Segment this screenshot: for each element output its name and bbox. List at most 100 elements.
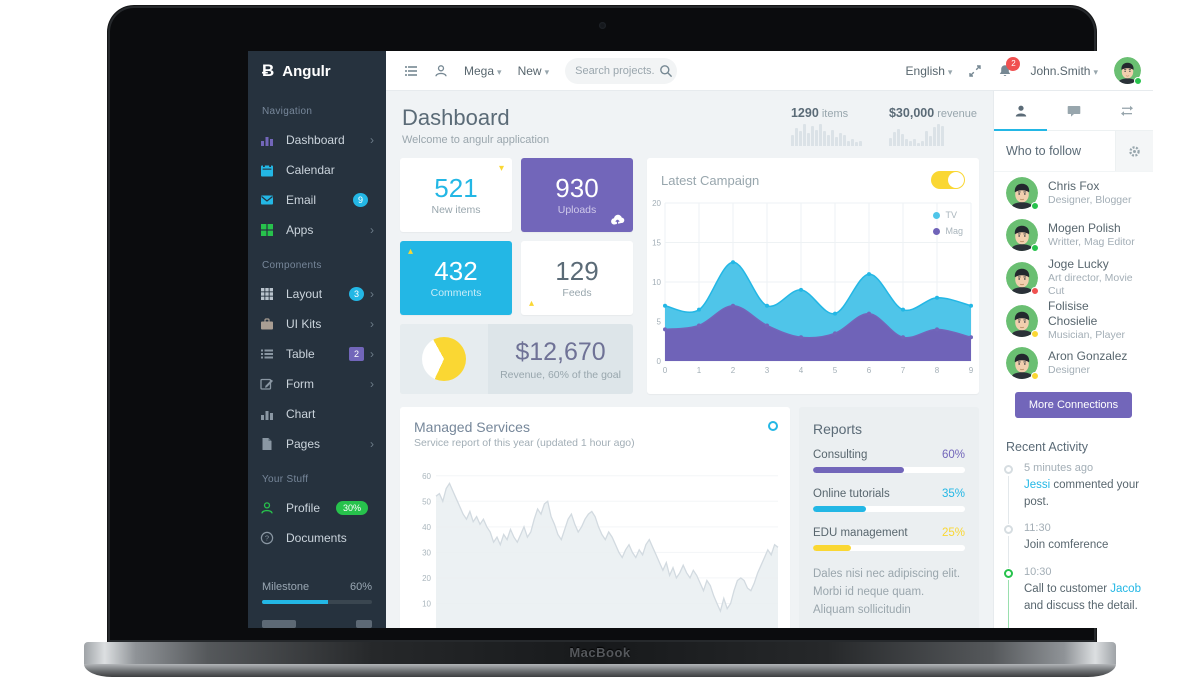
user-link[interactable]: Jacob	[1110, 583, 1141, 596]
sidebar-item-layout[interactable]: Layout 3 ›	[248, 279, 386, 309]
stat-card-feeds[interactable]: ▴ 129 Feeds	[521, 241, 633, 315]
item-label: UI Kits	[286, 317, 322, 331]
online-status-dot	[1134, 77, 1142, 85]
status-dot	[1031, 286, 1039, 295]
svg-text:0: 0	[657, 357, 662, 366]
managed-chart: 10 20 30 40 50 60	[414, 457, 780, 628]
mega-menu[interactable]: Mega ▾	[464, 63, 502, 78]
tv-legend-dot	[933, 211, 941, 219]
person-row[interactable]: Mogen Polish Writter, Mag Editor	[994, 214, 1153, 256]
app-logo[interactable]: Ƀ Angulr	[248, 51, 386, 91]
stat-revenue: $30,000 revenue	[888, 106, 977, 146]
campaign-chart: 0 5 10 15 20 0 1 2 3 4 5 6 7 8 9	[647, 193, 979, 381]
svg-text:40: 40	[422, 523, 431, 532]
revenue-pie-chart	[422, 337, 466, 381]
who-to-follow-header: Who to follow	[994, 131, 1153, 172]
sidebar-item-chart[interactable]: Chart	[248, 399, 386, 429]
sidebar-item-form[interactable]: Form ›	[248, 369, 386, 399]
user-outline-icon[interactable]	[434, 64, 448, 78]
item-label: Layout	[286, 287, 323, 301]
question-circle-icon: ?	[260, 531, 275, 545]
search-icon[interactable]	[659, 64, 673, 78]
sidebar-item-dashboard[interactable]: Dashboard ›	[248, 125, 386, 155]
item-label: Chart	[286, 407, 316, 421]
clipped-row	[262, 620, 372, 628]
caret-down-icon: ▾	[947, 66, 953, 77]
report-label: EDU management	[813, 527, 908, 539]
sidebar-item-documents[interactable]: ? Documents	[248, 523, 386, 553]
edit-icon	[260, 377, 275, 391]
person-avatar	[1006, 304, 1039, 338]
fullscreen-icon[interactable]	[968, 64, 982, 78]
tab-people[interactable]	[994, 91, 1047, 131]
managed-services-card: Managed Services Service report of this …	[400, 407, 790, 628]
campaign-toggle[interactable]	[931, 171, 965, 189]
person-row[interactable]: Joge Lucky Art director, Movie Cut	[994, 256, 1153, 299]
report-progress	[813, 467, 965, 473]
sidebar-item-email[interactable]: Email 9	[248, 185, 386, 215]
tab-exchange[interactable]	[1100, 91, 1153, 130]
revenue-label: Revenue, 60% of the goal	[500, 368, 621, 381]
managed-subtitle: Service report of this year (updated 1 h…	[414, 437, 635, 449]
sidebar-item-calendar[interactable]: Calendar	[248, 155, 386, 185]
stat-card-comments[interactable]: ▴ 432 Comments	[400, 241, 512, 315]
main-column: Mega▾ New▾ English▾ 2 John.Smith▾	[386, 51, 1153, 628]
more-connections-button[interactable]: More Connections	[1014, 392, 1133, 418]
revenue-sparkline	[888, 124, 977, 146]
stat-card-new-items[interactable]: ▾ 521 New items	[400, 158, 512, 232]
chevron-right-icon: ›	[370, 133, 374, 147]
chevron-right-icon: ›	[370, 223, 374, 237]
sidebar-item-ui-kits[interactable]: UI Kits ›	[248, 309, 386, 339]
milestone-progress	[262, 600, 372, 604]
person-row[interactable]: Chris Fox Designer, Blogger	[994, 172, 1153, 214]
circle-o-icon[interactable]	[768, 421, 778, 431]
timeline-dot	[1004, 525, 1013, 535]
caret-down-icon: ▾	[497, 66, 502, 77]
sidebar-item-pages[interactable]: Pages ›	[248, 429, 386, 459]
caret-down-icon: ▾	[498, 163, 504, 174]
svg-text:50: 50	[422, 497, 431, 506]
tab-chat[interactable]	[1047, 91, 1100, 130]
sidebar-item-table[interactable]: Table 2 ›	[248, 339, 386, 369]
user-link[interactable]: Jessi	[1024, 479, 1051, 491]
svg-text:?: ?	[265, 534, 269, 543]
user-avatar[interactable]	[1114, 57, 1142, 85]
item-label: Calendar	[286, 163, 335, 177]
svg-text:9: 9	[969, 366, 974, 375]
page-subtitle: Welcome to angulr application	[402, 134, 550, 146]
person-row[interactable]: Aron Gonzalez Designer	[994, 342, 1153, 384]
language-menu[interactable]: English ▾	[905, 63, 953, 78]
item-label: Form	[286, 377, 314, 391]
settings-button[interactable]	[1115, 131, 1153, 171]
stat-items: 1290 items	[790, 106, 863, 146]
search-input[interactable]	[575, 64, 656, 77]
svg-text:1: 1	[697, 366, 702, 375]
sidebar-item-apps[interactable]: Apps ›	[248, 215, 386, 245]
status-dot	[1031, 244, 1039, 252]
new-menu[interactable]: New ▾	[517, 63, 550, 78]
comment-icon	[1067, 105, 1080, 117]
sidebar-item-profile[interactable]: Profile 30%	[248, 493, 386, 523]
managed-title: Managed Services	[414, 419, 530, 435]
user-menu[interactable]: John.Smith ▾	[1030, 63, 1098, 78]
reports-panel: Reports Consulting 60% Online tutorials 35…	[799, 407, 979, 628]
menu-toggle-icon[interactable]	[404, 64, 418, 78]
envelope-icon	[260, 193, 275, 207]
badge: 2	[348, 347, 364, 361]
list-icon	[260, 347, 275, 361]
item-label: Email	[286, 193, 317, 207]
caret-down-icon: ▾	[1093, 66, 1098, 77]
stat-card-uploads[interactable]: 930 Uploads	[521, 158, 633, 232]
revenue-pie-wrap	[400, 324, 488, 394]
section-label-components: Components	[262, 260, 322, 271]
bar-chart-icon	[260, 407, 275, 421]
grid-icon	[260, 223, 275, 237]
item-label: Pages	[286, 437, 321, 451]
person-avatar	[1006, 219, 1039, 252]
person-row[interactable]: Folisise Chosielie Musician, Player	[994, 299, 1153, 342]
notifications-button[interactable]: 2	[998, 56, 1021, 78]
mag-legend-dot	[933, 227, 941, 235]
who-to-follow-title: Who to follow	[1006, 144, 1082, 158]
laptop-brand-label: MacBook	[569, 645, 631, 660]
revenue-card[interactable]: $12,670 Revenue, 60% of the goal	[400, 324, 633, 394]
